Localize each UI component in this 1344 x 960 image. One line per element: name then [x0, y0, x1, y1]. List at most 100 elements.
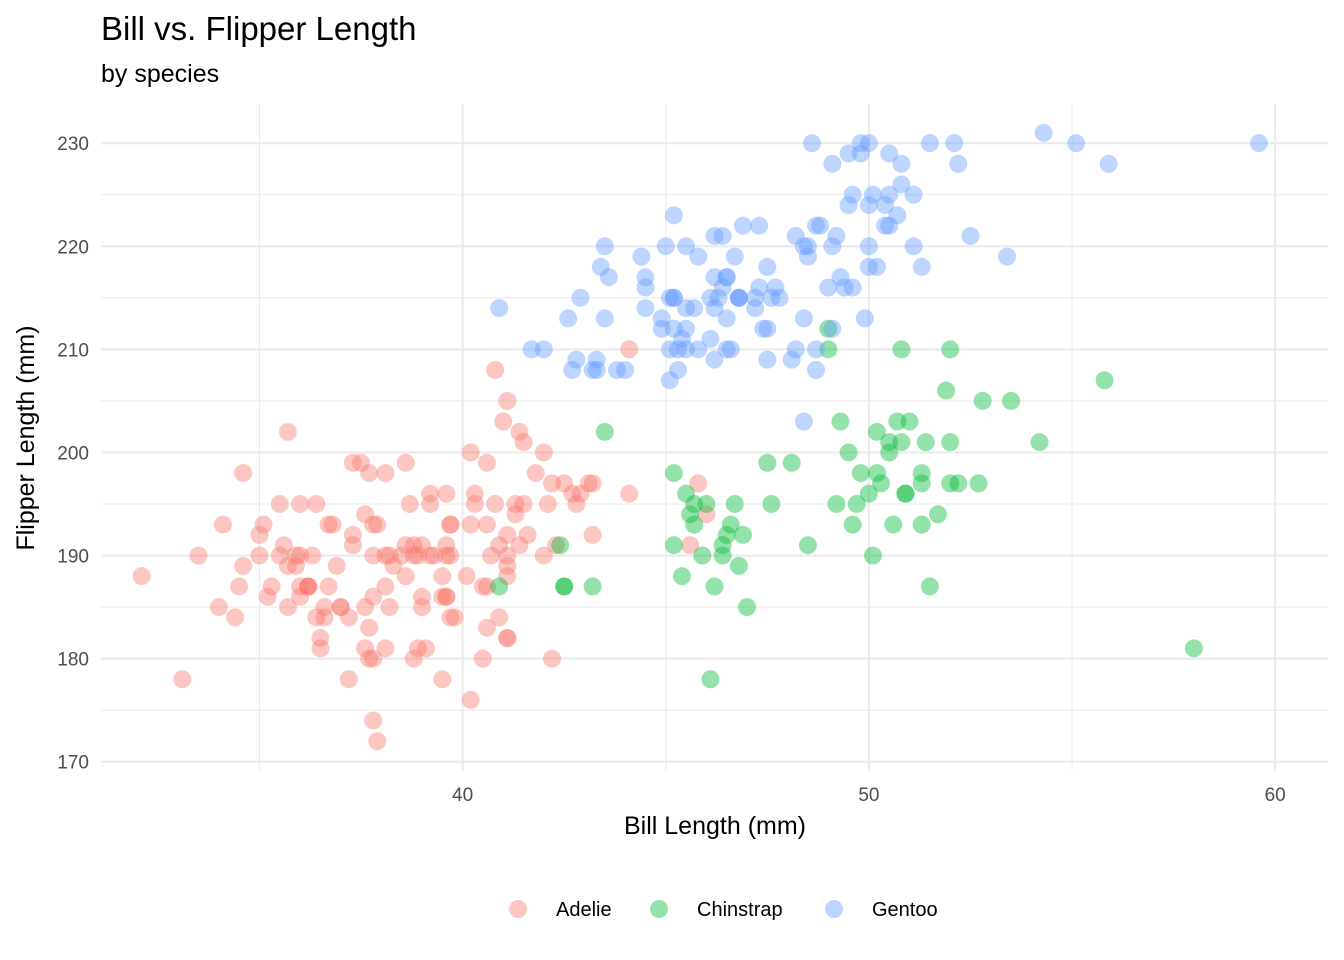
data-point — [664, 536, 683, 555]
data-point — [941, 340, 960, 359]
data-point — [843, 278, 862, 297]
data-point — [250, 525, 269, 544]
data-point — [380, 546, 399, 565]
data-point — [595, 237, 614, 256]
data-point — [729, 288, 748, 307]
data-point — [831, 268, 850, 287]
data-point — [868, 464, 887, 483]
data-point — [823, 154, 842, 173]
data-point — [270, 494, 289, 513]
data-point — [437, 546, 456, 565]
data-point — [339, 670, 358, 689]
data-point — [729, 288, 748, 307]
x-tick-label: 40 — [452, 785, 473, 806]
data-point — [356, 505, 375, 524]
data-point — [758, 257, 777, 276]
data-point — [620, 340, 639, 359]
data-point — [607, 360, 626, 379]
data-point — [287, 556, 306, 575]
data-point — [839, 196, 858, 215]
data-point — [859, 484, 878, 503]
data-point — [506, 494, 525, 513]
data-point — [380, 598, 399, 617]
data-point — [587, 350, 606, 369]
data-point — [571, 484, 590, 503]
data-point — [591, 257, 610, 276]
series-chinstrap — [490, 319, 1203, 689]
data-point — [896, 484, 915, 503]
data-point — [270, 546, 289, 565]
data-point — [807, 216, 826, 235]
data-point — [360, 649, 379, 668]
data-point — [884, 515, 903, 534]
data-point — [376, 546, 395, 565]
data-point — [819, 340, 838, 359]
legend-key-chinstrap — [650, 900, 668, 918]
data-point — [616, 360, 635, 379]
y-tick-label: 210 — [57, 340, 89, 361]
data-point — [713, 278, 732, 297]
data-point — [717, 268, 736, 287]
data-point — [498, 556, 517, 575]
y-tick-label: 170 — [57, 753, 89, 774]
data-point — [762, 288, 781, 307]
data-point — [433, 567, 452, 586]
legend: Adelie Chinstrap Gentoo — [509, 899, 938, 921]
data-point — [733, 525, 752, 544]
data-point — [567, 494, 586, 513]
data-point — [807, 340, 826, 359]
data-point — [709, 288, 728, 307]
data-point — [677, 484, 696, 503]
data-point — [876, 196, 895, 215]
data-point — [912, 464, 931, 483]
data-point — [835, 278, 854, 297]
data-point — [534, 340, 553, 359]
data-point — [376, 639, 395, 658]
data-point — [632, 247, 651, 266]
data-point — [477, 515, 496, 534]
data-point — [664, 319, 683, 338]
data-point — [660, 288, 679, 307]
data-point — [421, 484, 440, 503]
data-point — [364, 546, 383, 565]
legend-key-adelie — [509, 900, 527, 918]
data-point — [949, 474, 968, 493]
data-point — [534, 546, 553, 565]
data-point — [311, 629, 330, 648]
data-point — [396, 567, 415, 586]
data-point — [880, 185, 899, 204]
y-tick-label: 230 — [57, 134, 89, 155]
data-point — [758, 319, 777, 338]
data-point — [364, 515, 383, 534]
data-point — [880, 144, 899, 163]
data-point — [823, 319, 842, 338]
data-point — [912, 257, 931, 276]
chart-subtitle: by species — [101, 60, 219, 88]
data-point — [798, 536, 817, 555]
data-point — [721, 340, 740, 359]
series-adelie — [132, 340, 716, 751]
data-point — [843, 515, 862, 534]
data-point — [494, 412, 513, 431]
data-point — [234, 464, 253, 483]
data-point — [457, 567, 476, 586]
data-point — [498, 391, 517, 410]
data-point — [701, 330, 720, 349]
data-points — [132, 123, 1268, 751]
data-point — [868, 257, 887, 276]
data-point — [278, 422, 297, 441]
data-point — [705, 350, 724, 369]
data-point — [717, 340, 736, 359]
data-point — [555, 577, 574, 596]
data-point — [961, 226, 980, 245]
data-point — [360, 464, 379, 483]
data-point — [900, 412, 919, 431]
data-point — [291, 546, 310, 565]
data-point — [859, 237, 878, 256]
grid-lines — [101, 104, 1328, 771]
data-point — [652, 319, 671, 338]
data-point — [847, 494, 866, 513]
data-point — [465, 484, 484, 503]
data-point — [299, 577, 318, 596]
